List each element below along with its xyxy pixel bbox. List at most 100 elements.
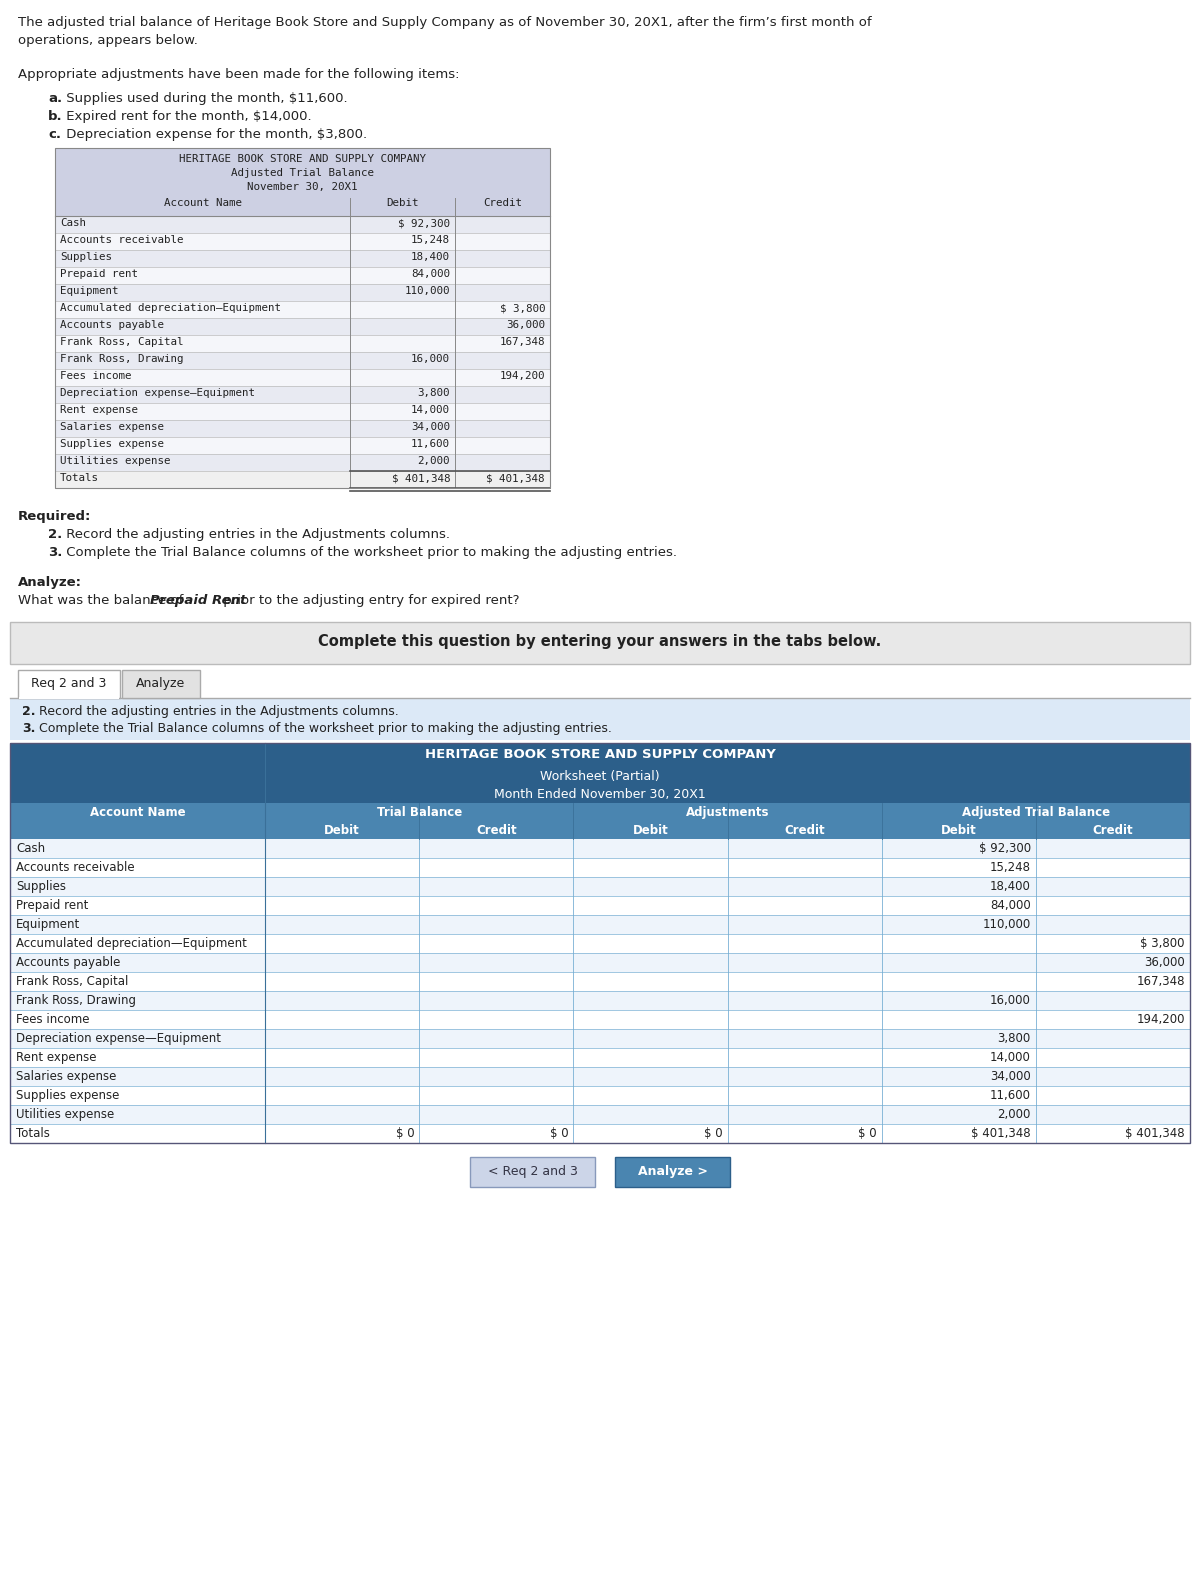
Text: Appropriate adjustments have been made for the following items:: Appropriate adjustments have been made f…: [18, 68, 460, 80]
Bar: [10, 972, 1190, 991]
Bar: [10, 935, 1190, 953]
Text: Month Ended November 30, 20X1: Month Ended November 30, 20X1: [494, 788, 706, 801]
Text: Equipment: Equipment: [16, 917, 80, 931]
Bar: [10, 768, 1190, 785]
Bar: [616, 1157, 730, 1187]
Bar: [470, 1157, 595, 1187]
Bar: [10, 1029, 1190, 1048]
Text: 16,000: 16,000: [410, 355, 450, 364]
Bar: [55, 318, 550, 336]
Bar: [10, 1086, 1190, 1105]
Text: 2,000: 2,000: [997, 1108, 1031, 1121]
Text: $ 401,348: $ 401,348: [391, 473, 450, 482]
Text: 167,348: 167,348: [1136, 976, 1186, 988]
Text: 36,000: 36,000: [506, 320, 545, 329]
Bar: [10, 953, 1190, 972]
Text: Fees income: Fees income: [60, 370, 132, 381]
Text: $ 401,348: $ 401,348: [1126, 1127, 1186, 1139]
Text: $ 92,300: $ 92,300: [398, 217, 450, 229]
Text: prior to the adjusting entry for expired rent?: prior to the adjusting entry for expired…: [220, 594, 520, 607]
Text: Accounts receivable: Accounts receivable: [60, 235, 184, 244]
Text: Credit: Credit: [785, 824, 824, 837]
Text: The adjusted trial balance of Heritage Book Store and Supply Company as of Novem: The adjusted trial balance of Heritage B…: [18, 16, 871, 28]
Bar: [55, 419, 550, 437]
Bar: [55, 336, 550, 351]
Text: November 30, 20X1: November 30, 20X1: [247, 181, 358, 192]
Text: 18,400: 18,400: [990, 879, 1031, 894]
Text: 84,000: 84,000: [410, 269, 450, 279]
Text: Credit: Credit: [476, 824, 516, 837]
Text: Supplies expense: Supplies expense: [16, 1089, 119, 1102]
Text: Utilities expense: Utilities expense: [16, 1108, 114, 1121]
Bar: [55, 216, 550, 233]
Text: < Req 2 and 3: < Req 2 and 3: [487, 1165, 577, 1177]
Text: Totals: Totals: [16, 1127, 50, 1139]
Text: 11,600: 11,600: [990, 1089, 1031, 1102]
Bar: [10, 876, 1190, 897]
Text: Equipment: Equipment: [60, 285, 119, 296]
Bar: [55, 301, 550, 318]
Text: Depreciation expense—Equipment: Depreciation expense—Equipment: [16, 1032, 221, 1045]
Bar: [10, 1067, 1190, 1086]
Text: 2.: 2.: [22, 704, 36, 719]
Text: $ 0: $ 0: [396, 1127, 414, 1139]
Text: 34,000: 34,000: [410, 422, 450, 432]
Text: Worksheet (Partial): Worksheet (Partial): [540, 771, 660, 783]
Text: What was the balance of: What was the balance of: [18, 594, 187, 607]
Text: $ 0: $ 0: [858, 1127, 877, 1139]
Text: 18,400: 18,400: [410, 252, 450, 262]
Text: $ 3,800: $ 3,800: [1140, 938, 1186, 950]
Text: Prepaid rent: Prepaid rent: [16, 898, 89, 913]
Text: Frank Ross, Drawing: Frank Ross, Drawing: [60, 355, 184, 364]
Text: 2.: 2.: [48, 528, 62, 541]
Bar: [55, 403, 550, 419]
Text: 15,248: 15,248: [410, 235, 450, 244]
Text: 15,248: 15,248: [990, 860, 1031, 875]
Text: HERITAGE BOOK STORE AND SUPPLY COMPANY: HERITAGE BOOK STORE AND SUPPLY COMPANY: [425, 749, 775, 761]
Text: Accounts receivable: Accounts receivable: [16, 860, 134, 875]
Text: a.: a.: [48, 91, 62, 106]
Bar: [55, 148, 550, 489]
Text: 16,000: 16,000: [990, 994, 1031, 1007]
Bar: [55, 251, 550, 266]
Text: Utilities expense: Utilities expense: [60, 455, 170, 466]
Text: Frank Ross, Drawing: Frank Ross, Drawing: [16, 994, 136, 1007]
Text: operations, appears below.: operations, appears below.: [18, 35, 198, 47]
Text: Analyze: Analyze: [137, 678, 186, 690]
Bar: [55, 369, 550, 386]
Text: Debit: Debit: [324, 824, 360, 837]
Text: Credit: Credit: [482, 199, 522, 208]
Text: Rent expense: Rent expense: [60, 405, 138, 414]
Text: Accumulated depreciation–Equipment: Accumulated depreciation–Equipment: [60, 303, 281, 314]
Text: Salaries expense: Salaries expense: [16, 1070, 116, 1083]
Bar: [10, 857, 1190, 876]
Text: 167,348: 167,348: [499, 337, 545, 347]
Bar: [10, 1105, 1190, 1124]
Text: Prepaid rent: Prepaid rent: [60, 269, 138, 279]
Bar: [55, 471, 550, 489]
Bar: [10, 804, 1190, 821]
Text: Analyze:: Analyze:: [18, 575, 82, 589]
Bar: [55, 233, 550, 251]
Text: Totals: Totals: [60, 473, 98, 482]
Bar: [55, 266, 550, 284]
Text: 3.: 3.: [22, 722, 35, 734]
Bar: [55, 386, 550, 403]
Text: 194,200: 194,200: [1136, 1013, 1186, 1026]
Text: $ 92,300: $ 92,300: [979, 842, 1031, 856]
Text: Supplies expense: Supplies expense: [60, 440, 164, 449]
Bar: [55, 454, 550, 471]
Text: 36,000: 36,000: [1145, 957, 1186, 969]
Text: Accounts payable: Accounts payable: [16, 957, 120, 969]
Text: Frank Ross, Capital: Frank Ross, Capital: [16, 976, 128, 988]
Text: 14,000: 14,000: [990, 1051, 1031, 1064]
Bar: [55, 284, 550, 301]
Text: 3,800: 3,800: [997, 1032, 1031, 1045]
Text: Req 2 and 3: Req 2 and 3: [31, 678, 107, 690]
Bar: [55, 148, 550, 216]
Text: Fees income: Fees income: [16, 1013, 90, 1026]
Text: 11,600: 11,600: [410, 440, 450, 449]
Bar: [10, 742, 1190, 768]
Text: c.: c.: [48, 128, 61, 140]
Text: Supplies used during the month, $11,600.: Supplies used during the month, $11,600.: [62, 91, 348, 106]
